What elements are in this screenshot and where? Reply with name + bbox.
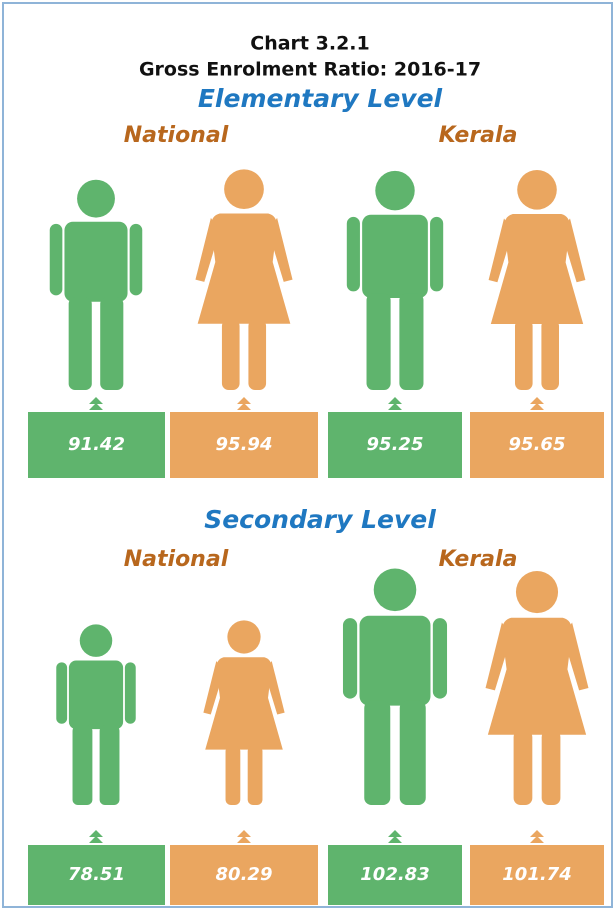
female-figure <box>203 620 285 805</box>
arrow <box>237 397 251 410</box>
arm <box>124 662 136 724</box>
value-box <box>170 412 318 478</box>
arrow <box>530 830 544 843</box>
leg <box>100 297 124 390</box>
head <box>77 179 115 218</box>
leg <box>247 745 263 805</box>
male-figure <box>342 568 448 805</box>
chart-title: Chart 3.2.1 <box>250 33 369 55</box>
arm <box>561 218 586 283</box>
leg <box>99 725 120 805</box>
leg <box>68 297 92 390</box>
dress <box>205 657 283 750</box>
value-label: 91.42 <box>68 434 125 455</box>
dress <box>197 213 291 324</box>
male-figure <box>56 624 136 805</box>
arm <box>346 216 360 292</box>
arrow <box>530 397 544 410</box>
value-box <box>470 412 604 478</box>
dress <box>487 617 587 735</box>
value-box <box>328 845 462 905</box>
torso <box>359 615 431 706</box>
head <box>517 170 557 210</box>
arm <box>129 223 143 296</box>
group-label: Kerala <box>439 547 518 572</box>
leg <box>72 725 93 805</box>
leg <box>225 745 241 805</box>
female-figure <box>195 169 293 390</box>
arm <box>268 217 293 282</box>
value-label: 101.74 <box>502 864 571 885</box>
value-box <box>28 412 165 478</box>
value-box <box>170 845 318 905</box>
value-label: 95.94 <box>216 434 273 455</box>
arm <box>562 622 589 691</box>
leg <box>515 319 533 390</box>
arm <box>195 217 220 282</box>
value-box <box>328 412 462 478</box>
head <box>373 568 417 612</box>
female-figure <box>485 570 589 805</box>
torso <box>68 660 124 730</box>
leg <box>221 319 240 390</box>
chart-subtitle: Gross Enrolment Ratio: 2016-17 <box>139 59 481 81</box>
value-label: 95.65 <box>509 434 566 455</box>
value-box <box>28 845 165 905</box>
head <box>375 170 415 211</box>
arm <box>430 216 444 292</box>
arm <box>49 223 63 296</box>
leg <box>399 700 426 805</box>
panel-title: Elementary Level <box>198 84 443 113</box>
arrow <box>89 397 103 410</box>
male-figure <box>49 179 143 390</box>
leg <box>541 730 561 805</box>
arrow <box>388 830 402 843</box>
torso <box>64 221 128 302</box>
leg <box>541 319 559 390</box>
arm <box>432 618 448 699</box>
head <box>227 620 261 654</box>
value-label: 102.83 <box>360 864 429 885</box>
value-label: 78.51 <box>68 864 125 885</box>
arm <box>485 622 512 691</box>
value-label: 80.29 <box>216 864 273 885</box>
panel-title: Secondary Level <box>204 505 436 534</box>
arm <box>56 662 68 724</box>
arrow <box>237 830 251 843</box>
head <box>79 624 113 657</box>
arm <box>264 660 285 715</box>
torso <box>362 214 428 298</box>
arrow <box>89 830 103 843</box>
value-label: 95.25 <box>367 434 424 455</box>
value-box <box>470 845 604 905</box>
leg <box>366 293 391 390</box>
arm <box>342 618 358 699</box>
arrow <box>388 397 402 410</box>
arm <box>203 660 224 715</box>
leg <box>248 319 267 390</box>
group-label: National <box>124 547 229 572</box>
arm <box>488 218 513 283</box>
group-label: Kerala <box>439 123 518 148</box>
leg <box>513 730 533 805</box>
head <box>515 570 559 614</box>
dress <box>490 214 584 325</box>
leg <box>364 700 391 805</box>
head <box>224 169 264 210</box>
leg <box>399 293 424 390</box>
female-figure <box>488 170 586 390</box>
group-label: National <box>124 123 229 148</box>
male-figure <box>346 170 444 390</box>
